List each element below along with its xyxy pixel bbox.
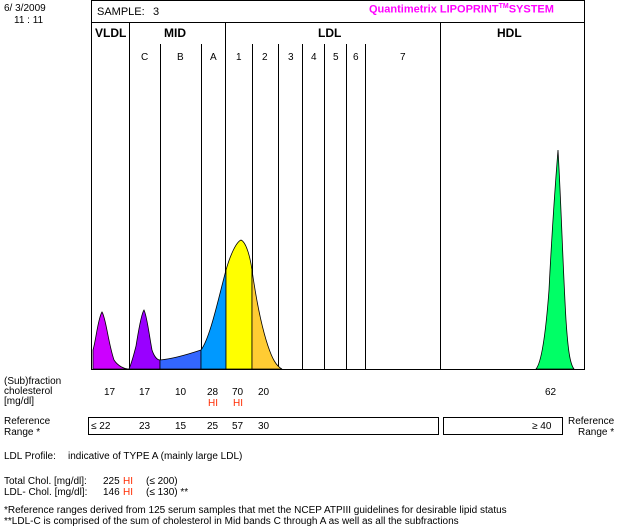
range-label-right: Range * — [578, 427, 615, 438]
sample-label: SAMPLE: — [97, 6, 145, 18]
ldl-chol-label: LDL- Chol. [mg/dl]: — [4, 487, 88, 498]
mid-a-peak — [200, 269, 227, 370]
group-mid-label: MID — [164, 26, 186, 40]
value-vldl: 17 — [104, 387, 116, 398]
ref-mid-a: 25 — [207, 421, 219, 432]
mid-b-peak — [159, 349, 202, 370]
band-label-4: 4 — [311, 52, 317, 63]
subfraction-label-line1: (Sub)fraction — [4, 376, 62, 387]
value-mid-b: 10 — [175, 387, 187, 398]
electrophoresis-chart — [91, 0, 585, 370]
subfraction-label-line3: [mg/dl] — [4, 396, 35, 407]
reference-range-box-left — [88, 417, 439, 435]
ref-mid-c: 23 — [139, 421, 151, 432]
mid-c-peak — [128, 309, 161, 370]
flag-ldl1: HI — [233, 398, 243, 409]
vldl-peak — [92, 311, 130, 370]
band-label-6: 6 — [353, 52, 359, 63]
report-date: 6/ 3/2009 — [4, 3, 46, 14]
reference-range-box-right — [443, 417, 563, 435]
brand-prefix: Quantimetrix LIPOPRINT — [369, 3, 499, 16]
flag-mid-a: HI — [208, 398, 218, 409]
ldl-chol-flag: HI — [123, 487, 133, 498]
total-chol-value: 225 — [103, 476, 120, 487]
value-ldl1: 70 — [232, 387, 244, 398]
footnote-ldl-c: **LDL-C is comprised of the sum of chole… — [4, 516, 459, 527]
reference-label: Reference — [4, 416, 51, 427]
ref-ldl1: 57 — [232, 421, 244, 432]
ref-hdl: ≥ 40 — [532, 421, 552, 432]
total-chol-label: Total Chol. [mg/dl]: — [4, 476, 87, 487]
ldl1-peak — [225, 239, 253, 370]
value-ldl2: 20 — [258, 387, 270, 398]
report-time: 11 : 11 — [14, 15, 44, 26]
profile-value: indicative of TYPE A (mainly large LDL) — [68, 451, 243, 462]
value-mid-a: 28 — [207, 387, 219, 398]
chart-frame — [91, 0, 585, 370]
ref-ldl2: 30 — [258, 421, 270, 432]
subfraction-label-line2: cholesterol — [4, 386, 53, 397]
total-chol-flag: HI — [123, 476, 133, 487]
brand-tm: TM — [498, 3, 509, 10]
total-chol-reference: (≤ 200) — [146, 476, 178, 487]
value-hdl: 62 — [545, 387, 557, 398]
footnote-reference-ranges: *Reference ranges derived from 125 serum… — [4, 505, 507, 516]
profile-label: LDL Profile: — [4, 451, 56, 462]
ldl2-peak — [251, 269, 283, 370]
band-label-1: 1 — [236, 52, 242, 63]
group-vldl-label: VLDL — [95, 26, 127, 40]
reference-label-right: Reference — [568, 416, 615, 427]
value-mid-c: 17 — [139, 387, 151, 398]
band-label-3: 3 — [288, 52, 294, 63]
group-ldl-label: LDL — [318, 26, 342, 40]
group-hdl-label: HDL — [497, 26, 522, 40]
band-label-7: 7 — [400, 52, 406, 63]
band-label-c: C — [141, 52, 149, 63]
hdl-peak — [535, 149, 575, 370]
ref-vldl: ≤ 22 — [91, 421, 111, 432]
ldl-chol-reference: (≤ 130) ** — [146, 487, 189, 498]
brand-title: Quantimetrix LIPOPRINTTMSYSTEM — [369, 3, 554, 16]
sample-number: 3 — [153, 6, 160, 18]
ref-mid-b: 15 — [175, 421, 187, 432]
band-label-b: B — [177, 52, 184, 63]
range-label: Range * — [4, 427, 41, 438]
band-label-a: A — [210, 52, 217, 63]
band-label-5: 5 — [333, 52, 339, 63]
ldl-chol-value: 146 — [103, 487, 120, 498]
brand-suffix: SYSTEM — [508, 3, 554, 16]
band-label-2: 2 — [262, 52, 268, 63]
